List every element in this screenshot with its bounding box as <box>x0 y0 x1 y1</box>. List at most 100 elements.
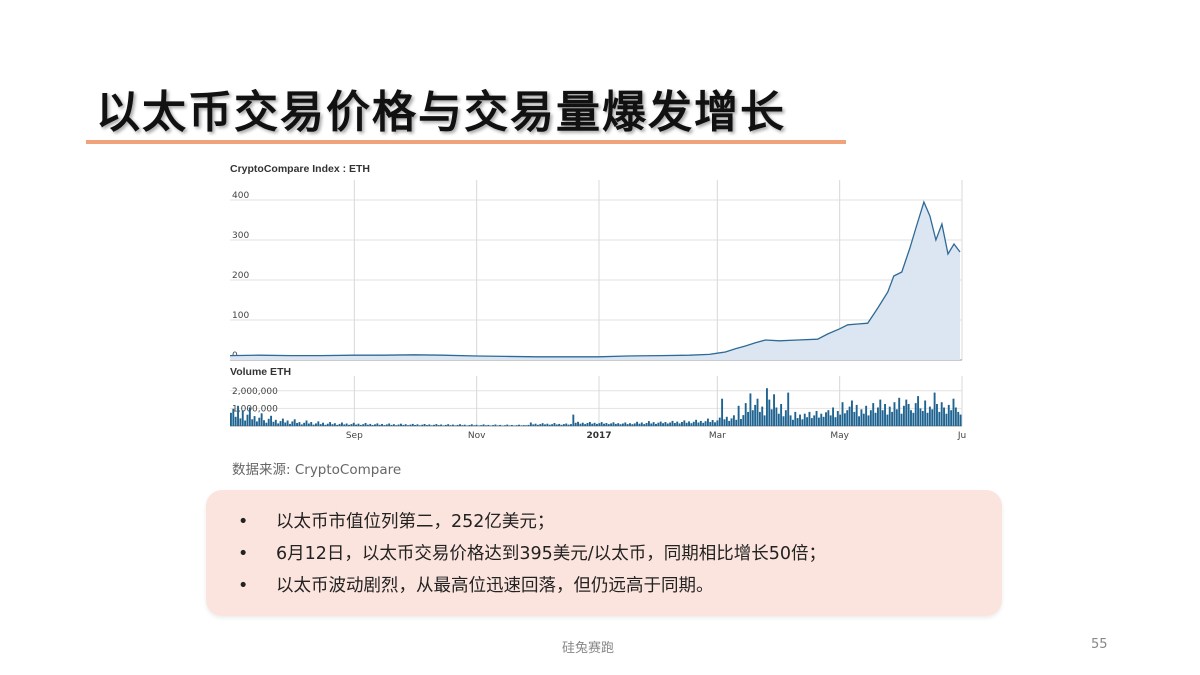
volume-bar <box>862 413 865 426</box>
volume-bar <box>310 422 313 426</box>
volume-bar <box>806 417 809 426</box>
volume-bar <box>688 421 690 426</box>
volume-bar <box>548 424 551 426</box>
volume-bar <box>579 423 582 426</box>
volume-bar <box>607 424 610 426</box>
volume-bar <box>284 422 287 426</box>
volume-bar <box>874 412 877 426</box>
volume-bar <box>492 425 494 426</box>
volume-bar <box>740 419 742 426</box>
volume-bar <box>456 424 459 426</box>
volume-bar <box>338 423 341 426</box>
volume-bar <box>407 425 409 426</box>
volume-bar <box>664 422 667 426</box>
volume-bar <box>461 425 464 426</box>
volume-bar <box>596 423 598 426</box>
volume-bar <box>761 406 764 426</box>
volume-bar <box>954 407 957 426</box>
volume-bar <box>248 407 251 426</box>
volume-bar <box>515 425 518 426</box>
volume-bar <box>395 425 398 426</box>
volume-bar <box>662 423 665 426</box>
volume-bar <box>364 423 367 426</box>
volume-bar <box>629 423 631 426</box>
volume-bar <box>567 424 570 426</box>
volume-bar <box>817 417 820 426</box>
volume-bar <box>525 425 528 426</box>
price-line <box>229 200 961 358</box>
volume-bar <box>253 416 256 426</box>
volume-bar <box>794 411 797 426</box>
volume-bar <box>418 425 421 426</box>
volume-bar <box>825 412 827 426</box>
volume-bar <box>468 425 471 426</box>
volume-bar <box>921 411 924 426</box>
volume-bar <box>388 423 391 426</box>
bullet-text: 6月12日，以太币交易价格达到395美元/以太币，同期相比增长50倍； <box>276 544 826 564</box>
volume-bar <box>815 411 818 426</box>
volume-bar <box>300 424 303 426</box>
volume-bar <box>884 404 886 426</box>
volume-bar <box>593 422 596 426</box>
volume-bar <box>643 424 646 426</box>
volume-bar <box>289 423 291 426</box>
volume-bar <box>369 423 372 426</box>
volume-bar <box>279 421 282 426</box>
volume-bar <box>546 423 549 426</box>
volume-bar <box>485 425 487 426</box>
volume-bar <box>669 422 672 426</box>
volume-bar <box>747 411 750 426</box>
volume-bar <box>343 424 346 426</box>
volume-bar <box>454 425 457 426</box>
volume-bar <box>836 411 839 426</box>
volume-bar <box>470 424 473 426</box>
volume-bar <box>763 415 766 426</box>
volume-bar <box>855 404 858 426</box>
volume-bar <box>333 423 336 426</box>
x-tick-label: 2017 <box>586 431 611 441</box>
volume-bar <box>742 415 745 426</box>
volume-bar <box>274 419 277 426</box>
volume-bar <box>933 392 936 426</box>
volume-bar <box>912 412 915 426</box>
page-number: 55 <box>1091 637 1108 652</box>
volume-bar <box>614 423 617 426</box>
volume-bar <box>926 412 929 426</box>
volume-bar <box>600 422 603 426</box>
volume-bar <box>723 419 726 426</box>
volume-bar <box>770 409 773 426</box>
volume-bar <box>928 406 931 426</box>
volume-bar <box>636 421 639 426</box>
volume-bar <box>329 422 332 426</box>
volume-bars <box>230 388 962 426</box>
volume-bar <box>577 421 579 426</box>
volume-bar <box>539 424 542 426</box>
volume-bar <box>340 422 343 426</box>
volume-bar <box>435 424 438 426</box>
volume-bar <box>820 413 823 426</box>
volume-bar <box>910 410 912 426</box>
volume-bar <box>659 421 662 426</box>
volume-bar <box>421 424 424 426</box>
volume-bar <box>390 424 393 426</box>
volume-chart-title: Volume ETH <box>230 366 291 378</box>
volume-bar <box>494 424 497 426</box>
volume-bar <box>624 422 627 426</box>
x-tick-label: Mar <box>709 431 726 441</box>
volume-bar <box>303 422 306 426</box>
volume-bar <box>784 410 787 426</box>
volume-bar <box>716 420 719 426</box>
footer-brand: 硅兔赛跑 <box>562 641 615 656</box>
volume-bar <box>296 423 299 426</box>
volume-bar <box>619 424 622 426</box>
volume-bar <box>919 408 922 426</box>
volume-bar <box>518 424 520 426</box>
volume-bar <box>404 424 407 426</box>
volume-bar <box>895 409 898 426</box>
volume-bar <box>437 425 440 426</box>
volume-bar <box>480 425 483 426</box>
volume-bar <box>886 414 889 426</box>
volume-bar <box>936 404 938 426</box>
volume-bar <box>586 423 589 426</box>
volume-bar <box>803 413 806 426</box>
